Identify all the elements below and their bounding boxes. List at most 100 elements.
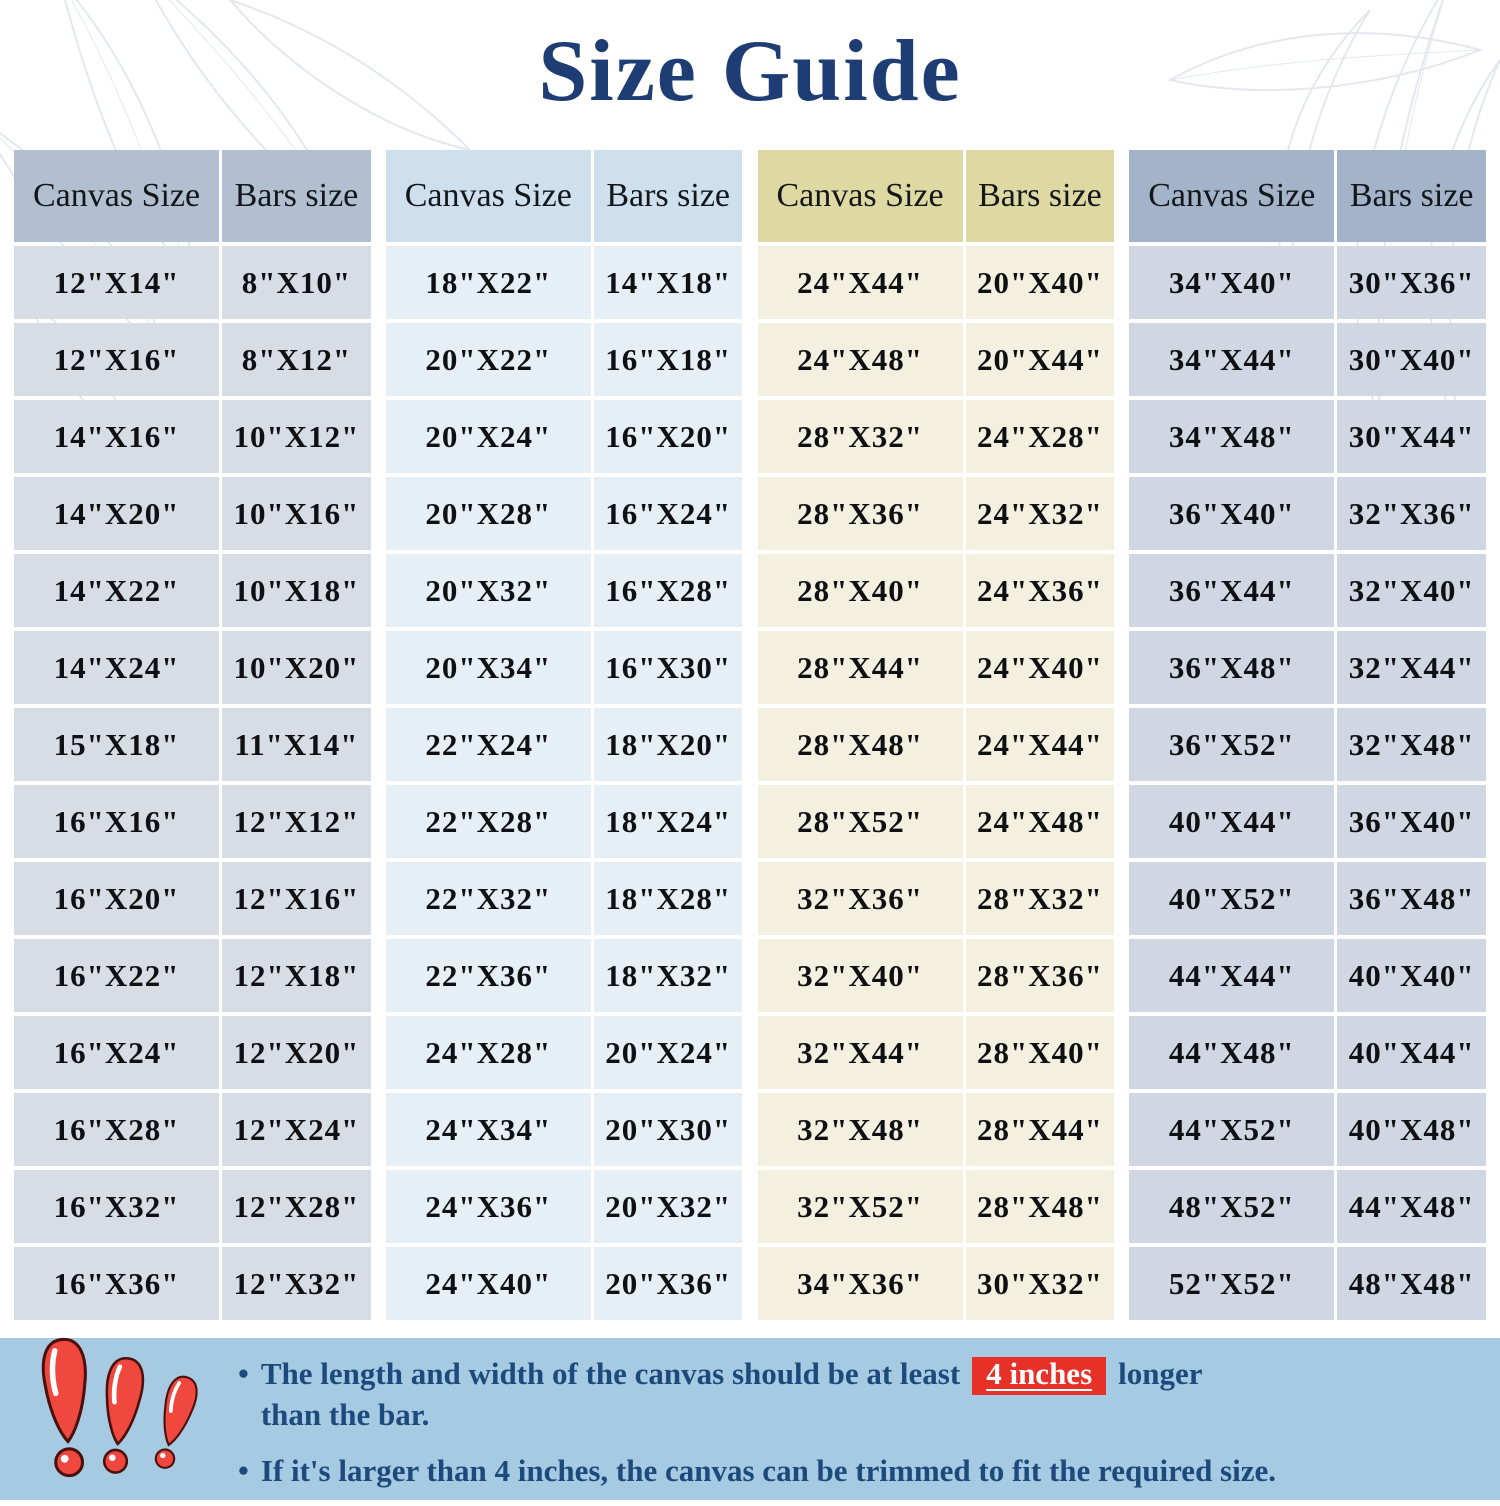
size-table-group-2: Canvas Size Bars size 18"X22" 14"X18" 20"X… [385, 150, 743, 1320]
size-cell: 28"X36" [965, 939, 1115, 1012]
note-text: than the bar. [260, 1397, 430, 1433]
size-cell: 20"X28" [385, 477, 591, 550]
size-cell: 34"X36" [757, 1247, 963, 1320]
size-cell: 18"X22" [385, 246, 591, 319]
size-cell: 44"X48" [1129, 1016, 1335, 1089]
column-header-bars-size: Bars size [222, 150, 371, 242]
size-cell: 18"X28" [593, 862, 743, 935]
size-cell: 36"X48" [1337, 862, 1486, 935]
exclamation-marks-icon [26, 1318, 203, 1496]
size-cell: 16"X18" [593, 323, 743, 396]
size-cell: 36"X40" [1129, 477, 1335, 550]
size-cell: 16"X32" [14, 1170, 220, 1243]
size-cell: 40"X44" [1337, 1016, 1486, 1089]
size-cell: 40"X40" [1337, 939, 1486, 1012]
column-header-canvas-size: Canvas Size [385, 150, 591, 242]
size-cell: 20"X32" [593, 1170, 743, 1243]
size-cell: 36"X48" [1129, 631, 1335, 704]
size-cell: 16"X28" [593, 554, 743, 627]
column-header-bars-size: Bars size [1337, 150, 1486, 242]
size-cell: 16"X36" [14, 1247, 220, 1320]
size-table-group-4: Canvas Size Bars size 34"X40" 30"X36" 34"X… [1129, 150, 1486, 1320]
note-text: If it's larger than 4 inches, the canvas… [260, 1452, 1277, 1488]
size-cell: 24"X40" [965, 631, 1115, 704]
size-cell: 28"X32" [757, 400, 963, 473]
size-cell: 40"X48" [1337, 1093, 1486, 1166]
note-text: The length and width of the canvas shoul… [260, 1356, 961, 1391]
size-cell: 20"X30" [593, 1093, 743, 1166]
size-cell: 16"X20" [14, 862, 220, 935]
size-cell: 30"X44" [1337, 400, 1486, 473]
bullet-point: • [238, 1452, 249, 1488]
size-cell: 24"X36" [965, 554, 1115, 627]
size-cell: 14"X20" [14, 477, 220, 550]
size-cell: 32"X48" [757, 1093, 963, 1166]
size-cell: 20"X40" [965, 246, 1115, 319]
size-cell: 18"X20" [593, 708, 743, 781]
size-cell: 32"X44" [1337, 631, 1486, 704]
size-cell: 28"X44" [757, 631, 963, 704]
size-cell: 16"X30" [593, 631, 743, 704]
size-cell: 30"X40" [1337, 323, 1486, 396]
size-cell: 22"X36" [385, 939, 591, 1012]
size-cell: 40"X52" [1129, 862, 1335, 935]
size-cell: 28"X32" [965, 862, 1115, 935]
size-cell: 52"X52" [1129, 1247, 1335, 1320]
size-cell: 20"X24" [385, 400, 591, 473]
size-cell: 12"X14" [14, 246, 220, 319]
size-cell: 24"X28" [965, 400, 1115, 473]
size-cell: 32"X48" [1337, 708, 1486, 781]
size-cell: 12"X20" [222, 1016, 371, 1089]
size-cell: 22"X32" [385, 862, 591, 935]
size-cell: 24"X48" [757, 323, 963, 396]
size-cell: 15"X18" [14, 708, 220, 781]
four-inches-highlight: 4 inches [972, 1356, 1107, 1396]
size-cell: 20"X24" [593, 1016, 743, 1089]
column-header-canvas-size: Canvas Size [1129, 150, 1335, 242]
notes-text: • The length and width of the canvas sho… [238, 1354, 1488, 1506]
size-cell: 16"X20" [593, 400, 743, 473]
size-cell: 28"X36" [757, 477, 963, 550]
size-cell: 44"X48" [1337, 1170, 1486, 1243]
size-cell: 8"X10" [222, 246, 371, 319]
note-text: longer [1118, 1356, 1203, 1391]
size-cell: 16"X24" [14, 1016, 220, 1089]
size-cell: 16"X28" [14, 1093, 220, 1166]
size-cell: 24"X28" [385, 1016, 591, 1089]
notes-banner: • The length and width of the canvas sho… [0, 1338, 1500, 1500]
size-cell: 11"X14" [222, 708, 371, 781]
size-cell: 24"X36" [385, 1170, 591, 1243]
size-cell: 34"X48" [1129, 400, 1335, 473]
size-cell: 12"X28" [222, 1170, 371, 1243]
note-trim: • If it's larger than 4 inches, the canv… [238, 1451, 1488, 1491]
size-cell: 20"X32" [385, 554, 591, 627]
size-cell: 28"X52" [757, 785, 963, 858]
column-header-canvas-size: Canvas Size [14, 150, 220, 242]
size-cell: 36"X40" [1337, 785, 1486, 858]
column-header-canvas-size: Canvas Size [757, 150, 963, 242]
size-cell: 14"X22" [14, 554, 220, 627]
size-cell: 16"X16" [14, 785, 220, 858]
size-cell: 10"X20" [222, 631, 371, 704]
size-tables: Canvas Size Bars size 12"X14" 8"X10" 12"X1… [14, 150, 1486, 1320]
size-cell: 28"X48" [757, 708, 963, 781]
size-cell: 32"X52" [757, 1170, 963, 1243]
size-cell: 22"X24" [385, 708, 591, 781]
size-cell: 14"X16" [14, 400, 220, 473]
size-cell: 30"X32" [965, 1247, 1115, 1320]
size-cell: 48"X52" [1129, 1170, 1335, 1243]
size-cell: 12"X32" [222, 1247, 371, 1320]
size-table-group-3: Canvas Size Bars size 24"X44" 20"X40" 24"X… [757, 150, 1115, 1320]
size-cell: 32"X44" [757, 1016, 963, 1089]
size-cell: 36"X52" [1129, 708, 1335, 781]
size-cell: 44"X52" [1129, 1093, 1335, 1166]
size-cell: 48"X48" [1337, 1247, 1486, 1320]
note-canvas-length: • The length and width of the canvas sho… [238, 1354, 1488, 1435]
size-cell: 12"X18" [222, 939, 371, 1012]
size-cell: 20"X22" [385, 323, 591, 396]
size-cell: 34"X44" [1129, 323, 1335, 396]
size-cell: 28"X40" [965, 1016, 1115, 1089]
size-cell: 24"X44" [757, 246, 963, 319]
size-cell: 24"X48" [965, 785, 1115, 858]
size-cell: 12"X24" [222, 1093, 371, 1166]
